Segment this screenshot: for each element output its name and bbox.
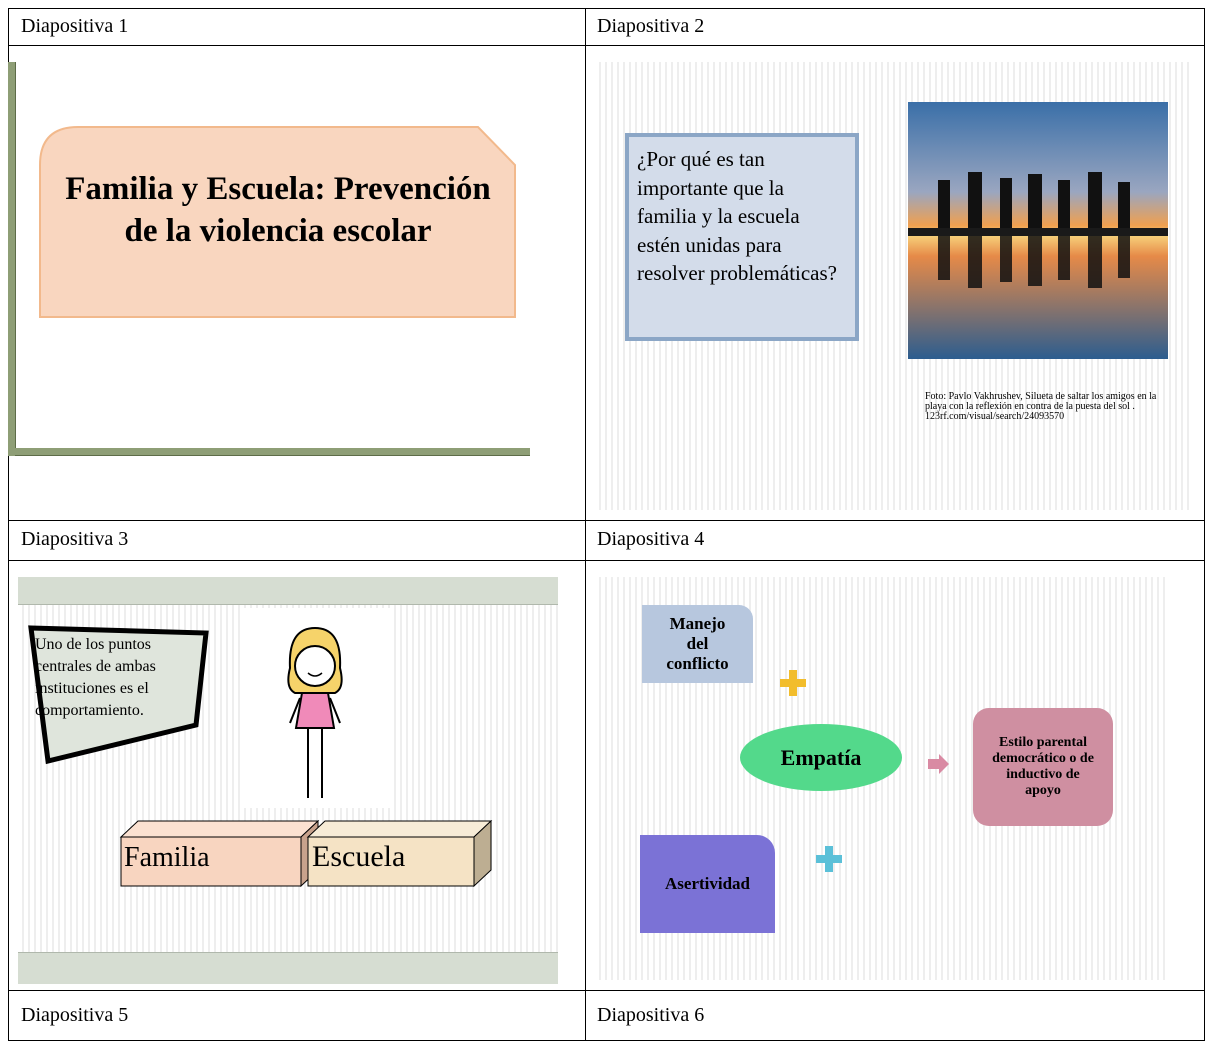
box-label: Familia (124, 842, 210, 873)
slide-label: Diapositiva 3 (21, 528, 129, 550)
table-border (585, 8, 586, 1041)
note-text: Uno de los puntos centrales de ambas ins… (35, 636, 156, 719)
table-border (8, 560, 1205, 561)
plus-icon (780, 670, 806, 696)
slide-label: Diapositiva 1 (21, 15, 129, 37)
node: Estilo parental democrático o de inducti… (973, 708, 1113, 826)
band (18, 952, 558, 984)
table-border (8, 990, 1205, 991)
plus-icon (816, 846, 842, 872)
table-border (8, 8, 9, 1041)
node: Asertividad (640, 835, 775, 933)
table-border (8, 8, 1205, 9)
slide-label: Diapositiva 2 (597, 15, 705, 37)
band (18, 577, 558, 605)
slide-label: Diapositiva 5 (21, 1004, 129, 1026)
question-box: ¿Por qué es tan importante que la famili… (625, 133, 859, 341)
photo-caption: Foto: Pavlo Vakhrushev, Silueta de salta… (925, 391, 1157, 422)
boxes-3d (119, 819, 493, 888)
slide-title: Familia y Escuela: Prevención de la viol… (65, 171, 491, 249)
node: Manejo del conflicto (642, 605, 753, 683)
table-border (8, 520, 1205, 521)
table-border (1204, 8, 1205, 1041)
node: Empatía (740, 724, 902, 791)
photo (908, 102, 1168, 359)
table-border (8, 45, 1205, 46)
slide-label: Diapositiva 6 (597, 1004, 705, 1026)
box-label: Escuela (312, 840, 406, 873)
accent-bar (8, 62, 16, 456)
title-shape (39, 126, 516, 318)
girl-illustration (240, 608, 390, 808)
note-shape (28, 625, 209, 765)
table-border (8, 1040, 1205, 1041)
slide-label: Diapositiva 4 (597, 528, 705, 550)
arrow-icon (928, 754, 949, 774)
accent-bar (15, 448, 530, 456)
